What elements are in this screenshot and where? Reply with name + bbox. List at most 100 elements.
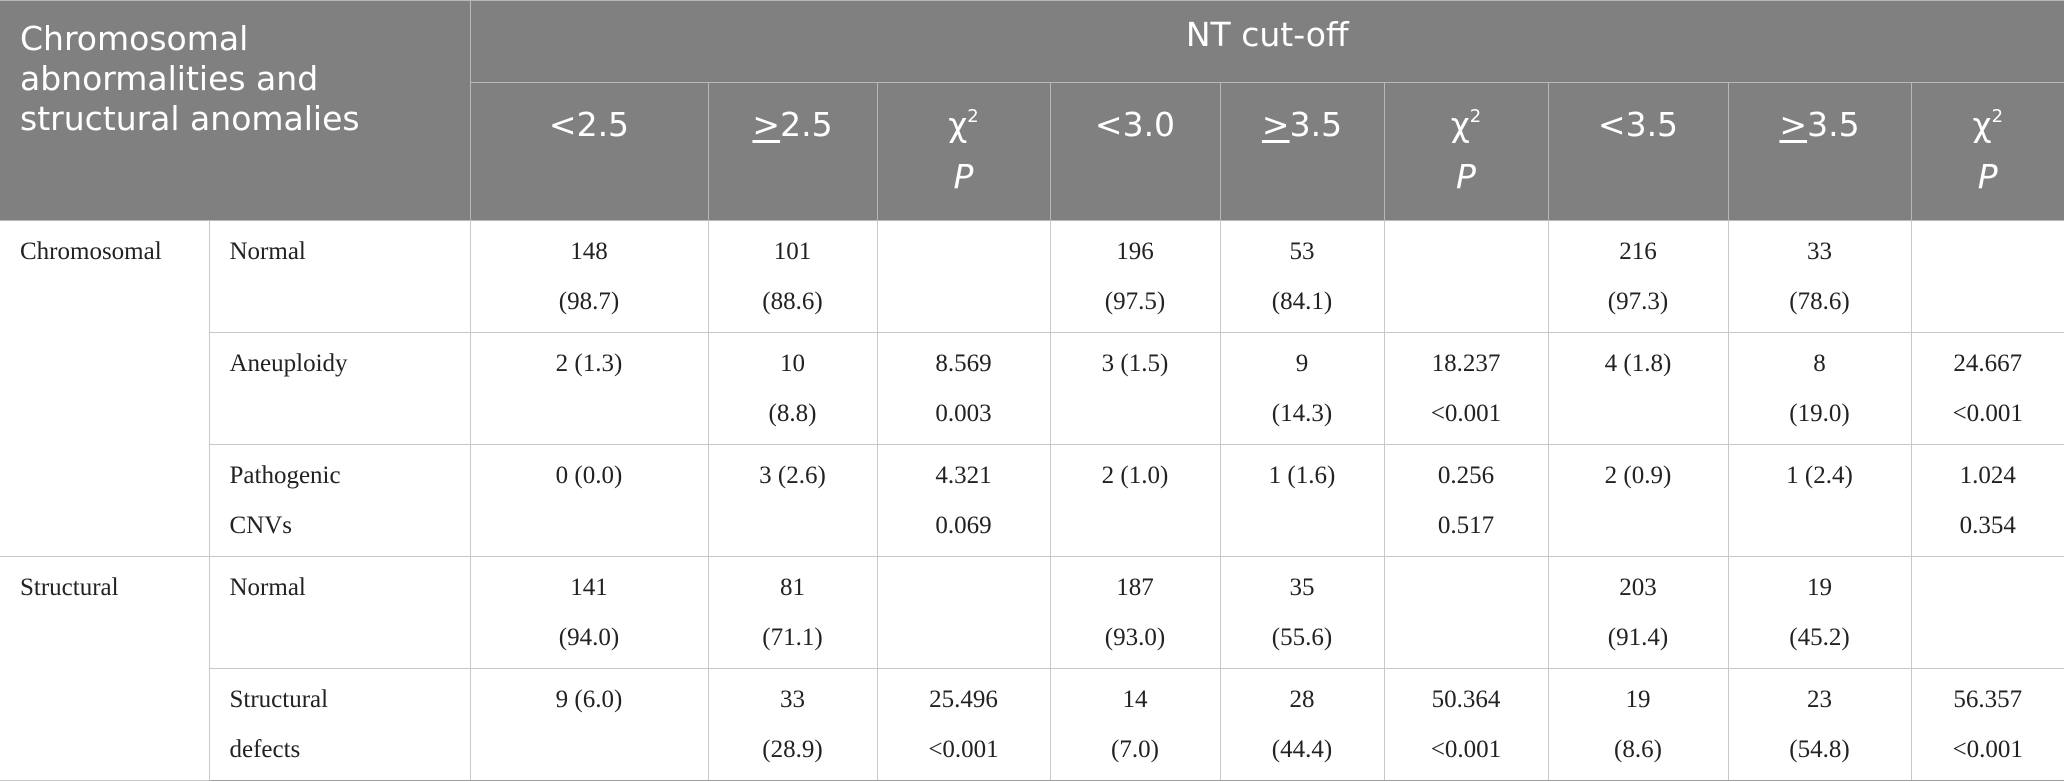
value-cell: 216 (97.3)	[1547, 220, 1729, 333]
ge-symbol: >	[752, 105, 781, 144]
col-header-low-1: <2.5	[469, 82, 709, 221]
cell-line: 0.256	[1437, 462, 1495, 489]
value-cell	[876, 220, 1051, 333]
chi-exponent: 2	[1469, 106, 1482, 127]
value-cell: 2 (1.3)	[469, 332, 709, 445]
col-header-label: <3.5	[1597, 105, 1679, 144]
nt-cutoff-header: NT cut-off	[469, 0, 2064, 83]
row-label-line: Structural	[229, 686, 329, 713]
value-cell: 35 (55.6)	[1219, 556, 1385, 669]
cell-line: 2 (0.9)	[1604, 462, 1672, 489]
cell-line: (94.0)	[558, 624, 620, 651]
value-cell: 50.364 <0.001	[1383, 668, 1549, 781]
row-label-line: Normal	[229, 574, 306, 601]
cell-line: 1.024	[1959, 462, 2016, 489]
category-label: Chromosomal	[20, 238, 162, 265]
p-value-label: P	[953, 157, 974, 196]
value-cell: 25.496 <0.001	[876, 668, 1051, 781]
col-header-label: >3.5	[1221, 103, 1384, 147]
header-row-columns: <2.5 >2.5 χ2 P <3.0 >3.5 χ2 P <3.5 >3.5 χ2…	[0, 82, 2064, 221]
ge-symbol: >	[1779, 105, 1808, 144]
row-label-line: Pathogenic	[229, 462, 341, 489]
value-cell	[876, 556, 1051, 669]
row-label-cell: Normal	[208, 220, 471, 333]
value-cell: 148 (98.7)	[469, 220, 709, 333]
value-cell: 19 (45.2)	[1727, 556, 1912, 669]
value-cell: 1.024 0.354	[1910, 444, 2064, 557]
cell-line: 3 (1.5)	[1101, 350, 1169, 377]
value-cell: 23 (54.8)	[1727, 668, 1912, 781]
cell-line: <0.001	[1430, 736, 1502, 763]
cell-line: (14.3)	[1271, 400, 1333, 427]
table-header: Chromosomal abnormalities and structural…	[0, 0, 2064, 221]
ge-symbol: >	[1261, 105, 1290, 144]
cell-line: (97.3)	[1607, 288, 1669, 315]
table-row: Structural defects 9 (6.0) 33 (28.9) 25.496 <0…	[0, 668, 2064, 781]
value-cell: 1 (2.4)	[1727, 444, 1912, 557]
cell-line: 8	[1813, 350, 1826, 377]
cell-line: (8.6)	[1614, 736, 1662, 763]
col-header-value: 3.5	[1807, 105, 1860, 144]
cell-line: 33	[1807, 238, 1832, 265]
value-cell: 187 (93.0)	[1049, 556, 1221, 669]
value-cell: 81 (71.1)	[707, 556, 878, 669]
chi-exponent: 2	[967, 106, 979, 127]
cell-line: 25.496	[929, 686, 998, 713]
value-cell: 9 (14.3)	[1219, 332, 1385, 445]
row-label-line: defects	[229, 736, 301, 763]
value-cell	[1383, 220, 1549, 333]
cell-line: 24.667	[1953, 350, 2023, 377]
category-cell: Structural	[0, 556, 210, 781]
value-cell: 56.357 <0.001	[1910, 668, 2064, 781]
p-value-label: P	[1977, 157, 1998, 196]
value-cell: 28 (44.4)	[1219, 668, 1385, 781]
value-cell: 4 (1.8)	[1547, 332, 1729, 445]
chi-square-label: χ2	[1385, 103, 1548, 147]
value-cell: 2 (1.0)	[1049, 444, 1221, 557]
cell-line: 196	[1116, 238, 1154, 265]
cell-line: (45.2)	[1789, 624, 1850, 651]
cell-line: (91.4)	[1607, 624, 1669, 651]
value-cell: 1 (1.6)	[1219, 444, 1385, 557]
cell-line: 50.364	[1431, 686, 1501, 713]
table-row: Structural Normal 141 (94.0) 81 (71.1) 187 (93.…	[0, 556, 2064, 781]
value-cell: 141 (94.0)	[469, 556, 709, 669]
row-label-cell: Structural defects	[208, 668, 471, 781]
value-cell: 3 (1.5)	[1049, 332, 1221, 445]
chi-exponent: 2	[1991, 106, 2004, 127]
col-header-value: 3.5	[1289, 105, 1343, 144]
row-label-cell: Normal	[208, 556, 471, 669]
col-header-high-3: >3.5	[1727, 82, 1912, 221]
cell-line: 19	[1807, 574, 1832, 601]
chi-square-label: χ2	[1912, 103, 2064, 147]
cell-line: 0.069	[935, 512, 992, 539]
chi-symbol: χ	[1972, 105, 1992, 144]
col-header-label: >2.5	[709, 103, 877, 147]
cell-line: 1 (1.6)	[1268, 462, 1336, 489]
col-header-stat-1: χ2 P	[876, 82, 1051, 221]
value-cell	[1383, 556, 1549, 669]
category-cell: Chromosomal	[0, 220, 210, 557]
col-header-high-1: >2.5	[707, 82, 878, 221]
col-header-label: >3.5	[1729, 103, 1911, 147]
cell-line: 0.003	[935, 400, 992, 427]
value-cell	[1910, 556, 2064, 669]
cell-line: 33	[780, 686, 805, 713]
cell-line: 28	[1289, 686, 1315, 713]
chi-square-label: χ2	[878, 103, 1050, 147]
cell-line: 148	[570, 238, 608, 265]
cell-line: (84.1)	[1271, 288, 1333, 315]
table-row: Aneuploidy 2 (1.3) 10 (8.8) 8.569 0.003 3 (1.5…	[0, 332, 2064, 445]
cell-line: <0.001	[1430, 400, 1502, 427]
cell-line: (88.6)	[762, 288, 823, 315]
row-label-line: CNVs	[229, 512, 293, 539]
value-cell	[1910, 220, 2064, 333]
col-header-low-2: <3.0	[1049, 82, 1221, 221]
category-label: Structural	[20, 574, 119, 601]
value-cell: 8.569 0.003	[876, 332, 1051, 445]
cell-line: 14	[1122, 686, 1148, 713]
cell-line: 3 (2.6)	[759, 462, 826, 489]
p-value-label: P	[1456, 157, 1476, 196]
chi-symbol: χ	[1450, 105, 1470, 144]
